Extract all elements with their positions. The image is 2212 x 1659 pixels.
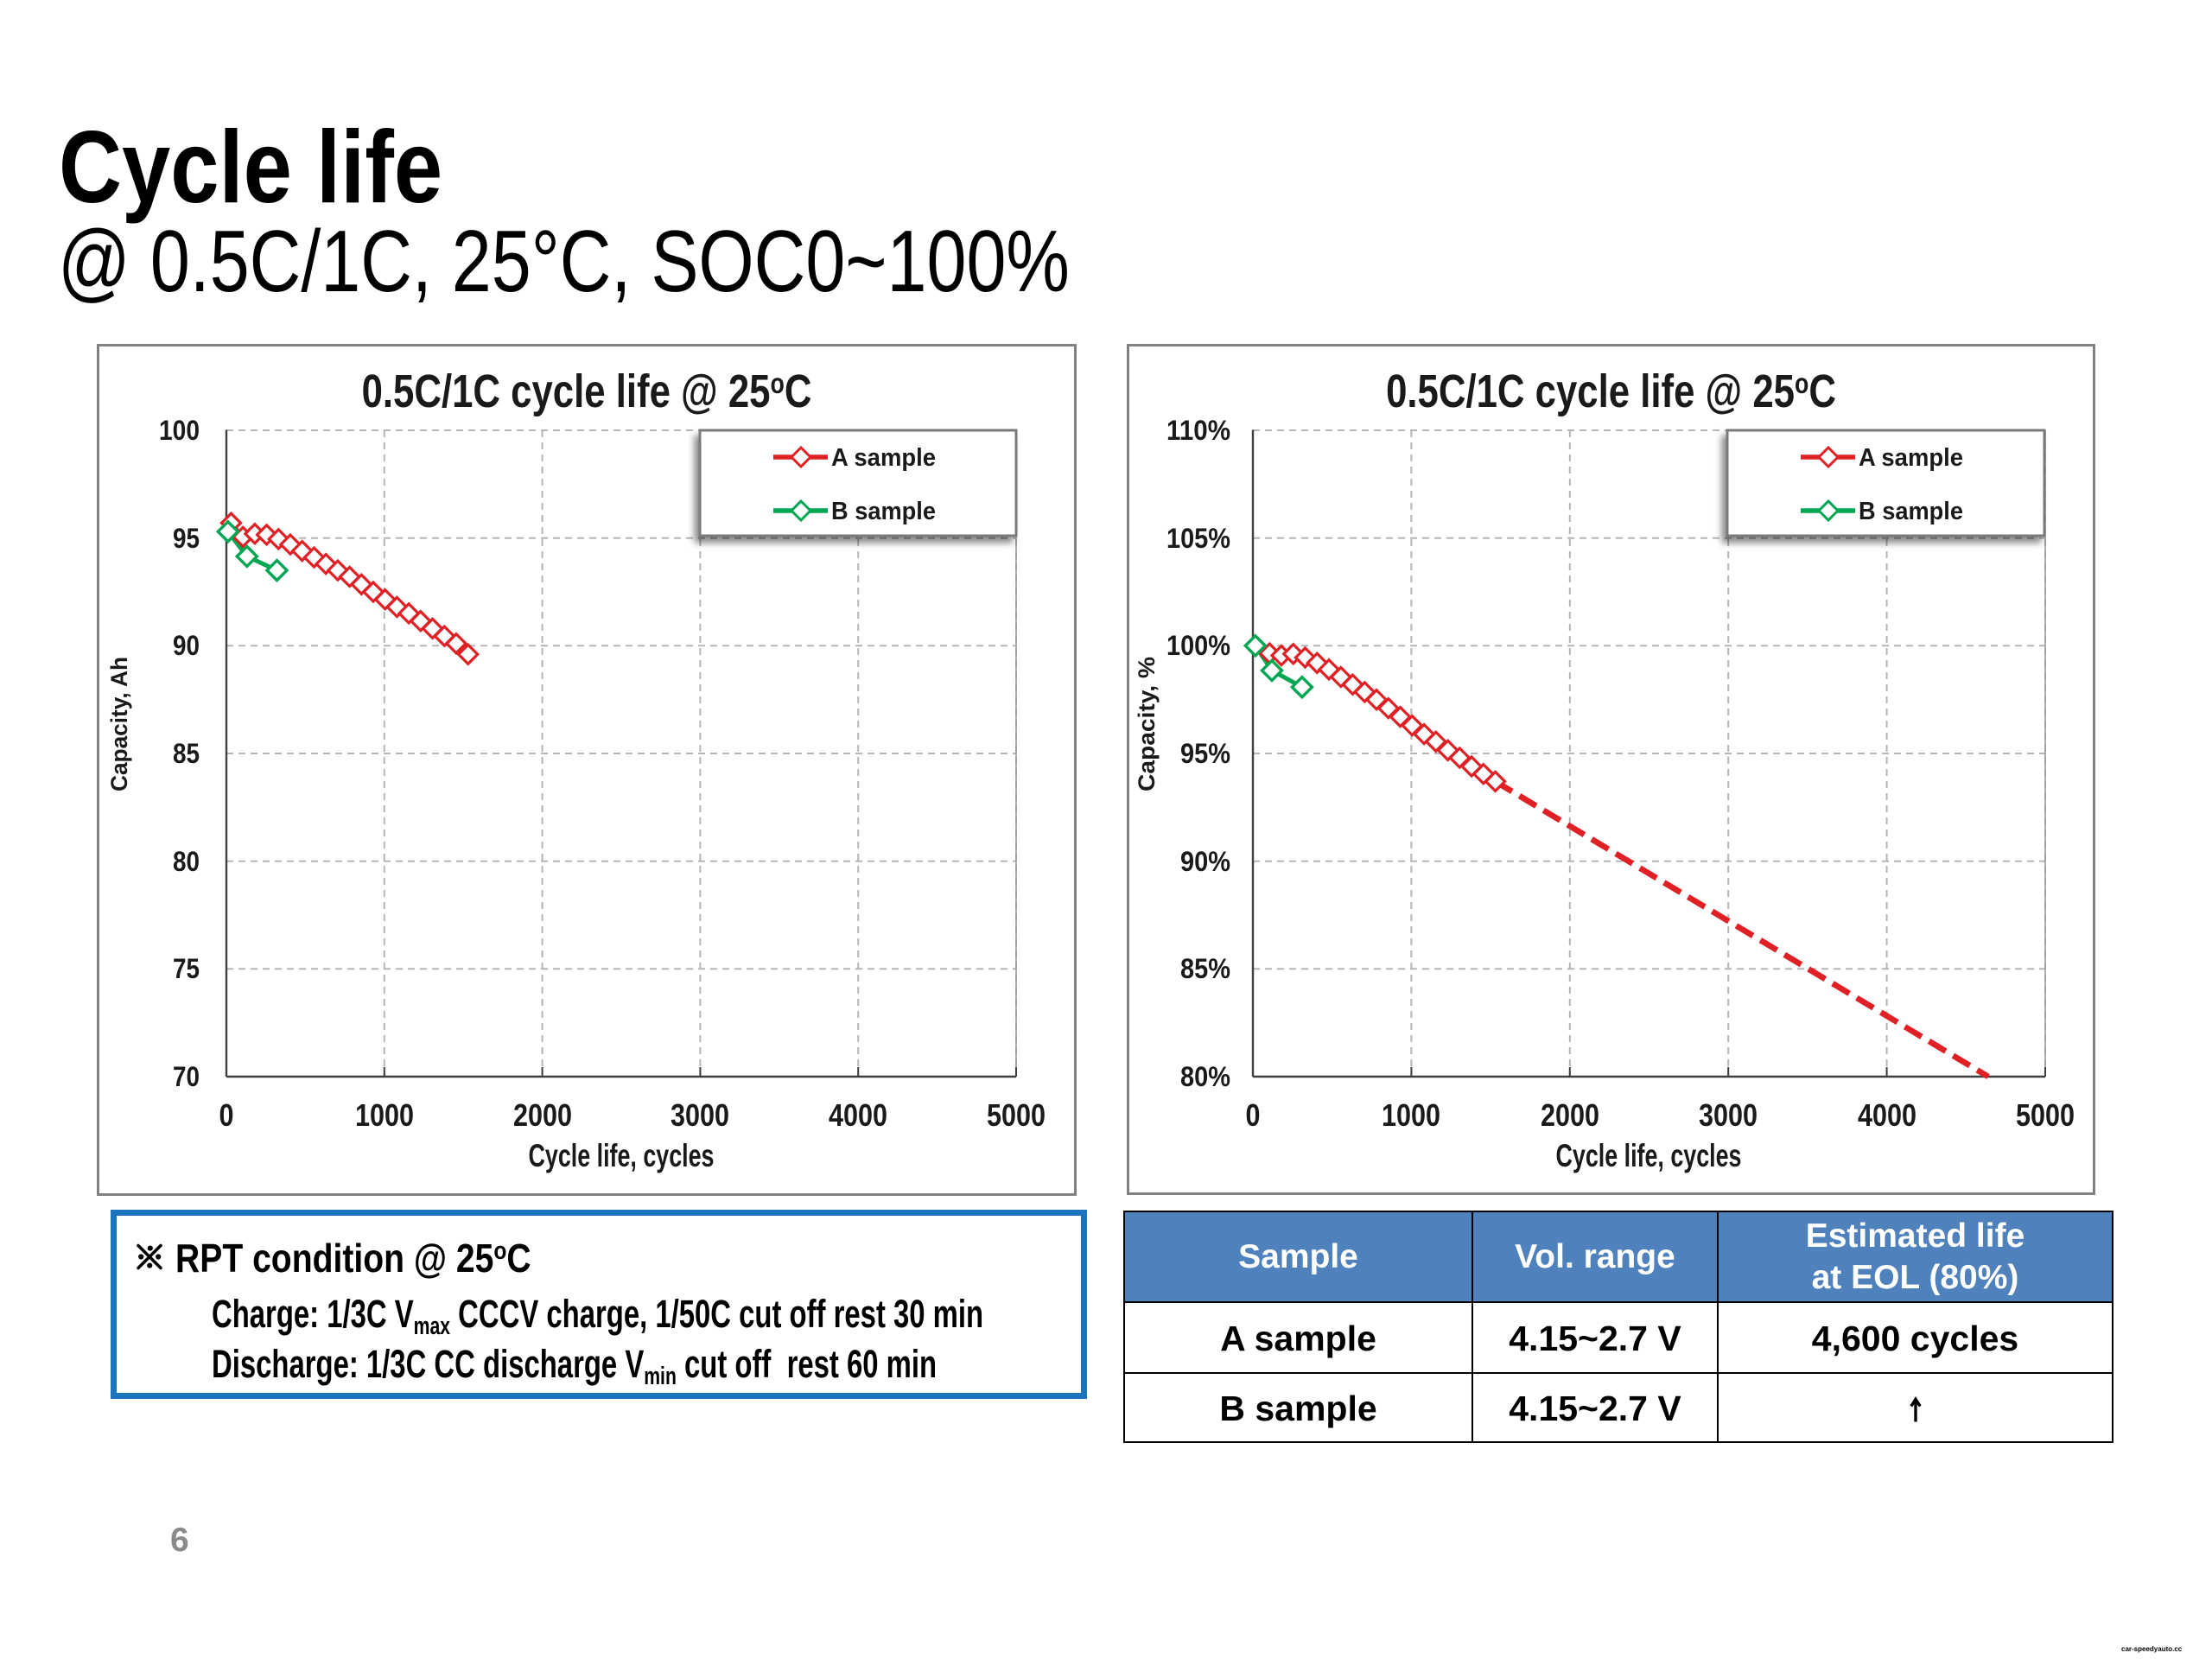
svg-text:95%: 95% (1180, 738, 1230, 769)
svg-text:5000: 5000 (2016, 1097, 2075, 1133)
svg-text:A sample: A sample (1859, 444, 1963, 472)
svg-text:85: 85 (173, 738, 200, 769)
svg-text:0: 0 (1246, 1097, 1261, 1133)
svg-text:90: 90 (173, 630, 200, 661)
svg-text:4000: 4000 (1858, 1097, 1916, 1133)
svg-text:Capacity, %: Capacity, % (1134, 657, 1160, 791)
svg-text:110%: 110% (1166, 415, 1230, 446)
svg-text:0.5C/1C cycle life @ 25oC: 0.5C/1C cycle life @ 25oC (362, 366, 812, 417)
svg-text:1000: 1000 (1382, 1097, 1440, 1133)
svg-text:0.5C/1C cycle life @ 25oC: 0.5C/1C cycle life @ 25oC (1386, 366, 1836, 417)
svg-text:B sample: B sample (831, 498, 936, 525)
svg-text:A sample: A sample (831, 444, 936, 472)
svg-text:100%: 100% (1166, 630, 1230, 661)
svg-text:3000: 3000 (1699, 1097, 1758, 1133)
svg-text:70: 70 (173, 1061, 200, 1092)
svg-text:90%: 90% (1180, 846, 1230, 877)
svg-text:80: 80 (173, 846, 200, 877)
svg-text:Cycle life, cycles: Cycle life, cycles (1556, 1138, 1742, 1173)
svg-text:80%: 80% (1180, 1061, 1230, 1092)
svg-text:Capacity, Ah: Capacity, Ah (106, 657, 132, 791)
svg-text:0: 0 (219, 1097, 234, 1133)
svg-text:75: 75 (173, 953, 200, 984)
svg-text:2000: 2000 (1541, 1097, 1599, 1133)
svg-text:B sample: B sample (1859, 498, 1963, 525)
svg-text:2000: 2000 (513, 1097, 572, 1133)
svg-text:4000: 4000 (829, 1097, 887, 1133)
svg-text:100: 100 (159, 415, 200, 446)
svg-text:Cycle life, cycles: Cycle life, cycles (529, 1138, 715, 1173)
svg-text:95: 95 (173, 523, 200, 554)
svg-text:5000: 5000 (987, 1097, 1046, 1133)
svg-text:105%: 105% (1166, 523, 1230, 554)
svg-text:1000: 1000 (355, 1097, 414, 1133)
svg-text:85%: 85% (1180, 953, 1230, 984)
svg-text:3000: 3000 (671, 1097, 729, 1133)
